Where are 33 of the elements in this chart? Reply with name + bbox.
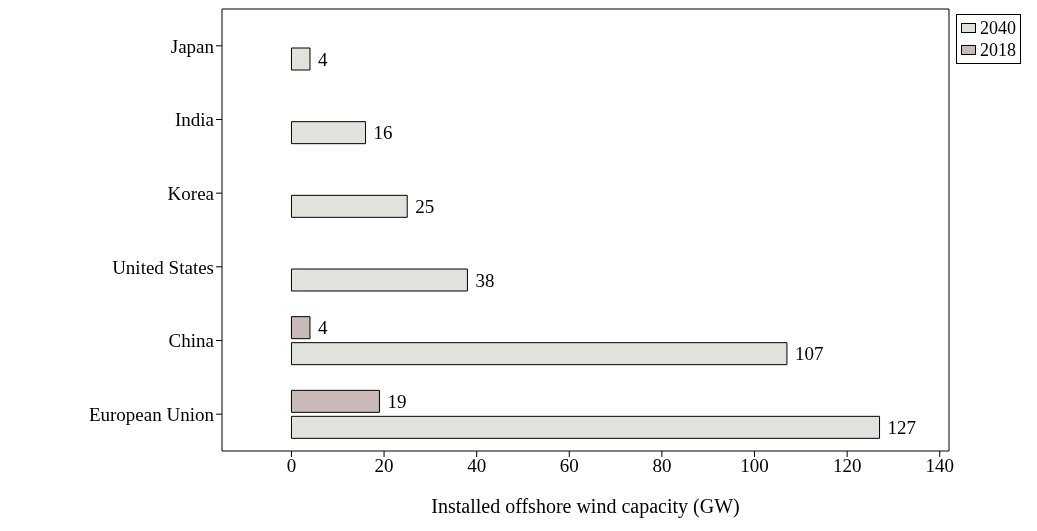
data-label: 127 (887, 417, 917, 439)
x-tick-label: 100 (740, 455, 769, 477)
bar (290, 415, 881, 439)
x-tick-label: 60 (559, 455, 579, 477)
y-tick-label: United States (112, 256, 214, 278)
x-tick-label: 20 (374, 455, 394, 477)
bar (290, 47, 311, 71)
data-label: 19 (387, 391, 407, 413)
bar (290, 389, 380, 413)
data-label: 4 (317, 317, 328, 339)
bar (290, 121, 367, 145)
x-tick-label: 140 (925, 455, 954, 477)
bar (290, 268, 468, 292)
bar (290, 316, 311, 340)
legend-label: 2018 (980, 39, 1016, 61)
y-tick-label: China (168, 330, 215, 352)
data-label: 38 (475, 269, 495, 291)
bar (290, 342, 788, 366)
y-tick-label: European Union (88, 403, 215, 425)
x-tick-label: 0 (286, 455, 297, 477)
x-tick-label: 80 (652, 455, 672, 477)
legend-label: 2040 (980, 17, 1016, 39)
bar (290, 194, 408, 218)
data-label: 16 (373, 122, 393, 144)
y-tick-label: Korea (167, 182, 215, 204)
data-label: 4 (317, 48, 328, 70)
x-axis-title: Installed offshore wind capacity (GW) (431, 495, 740, 518)
data-label: 25 (415, 196, 435, 218)
x-tick-label: 40 (467, 455, 487, 477)
y-tick-label: Japan (170, 35, 215, 57)
data-label: 107 (794, 343, 824, 365)
x-tick-label: 120 (832, 455, 862, 477)
y-tick-label: India (174, 109, 215, 131)
